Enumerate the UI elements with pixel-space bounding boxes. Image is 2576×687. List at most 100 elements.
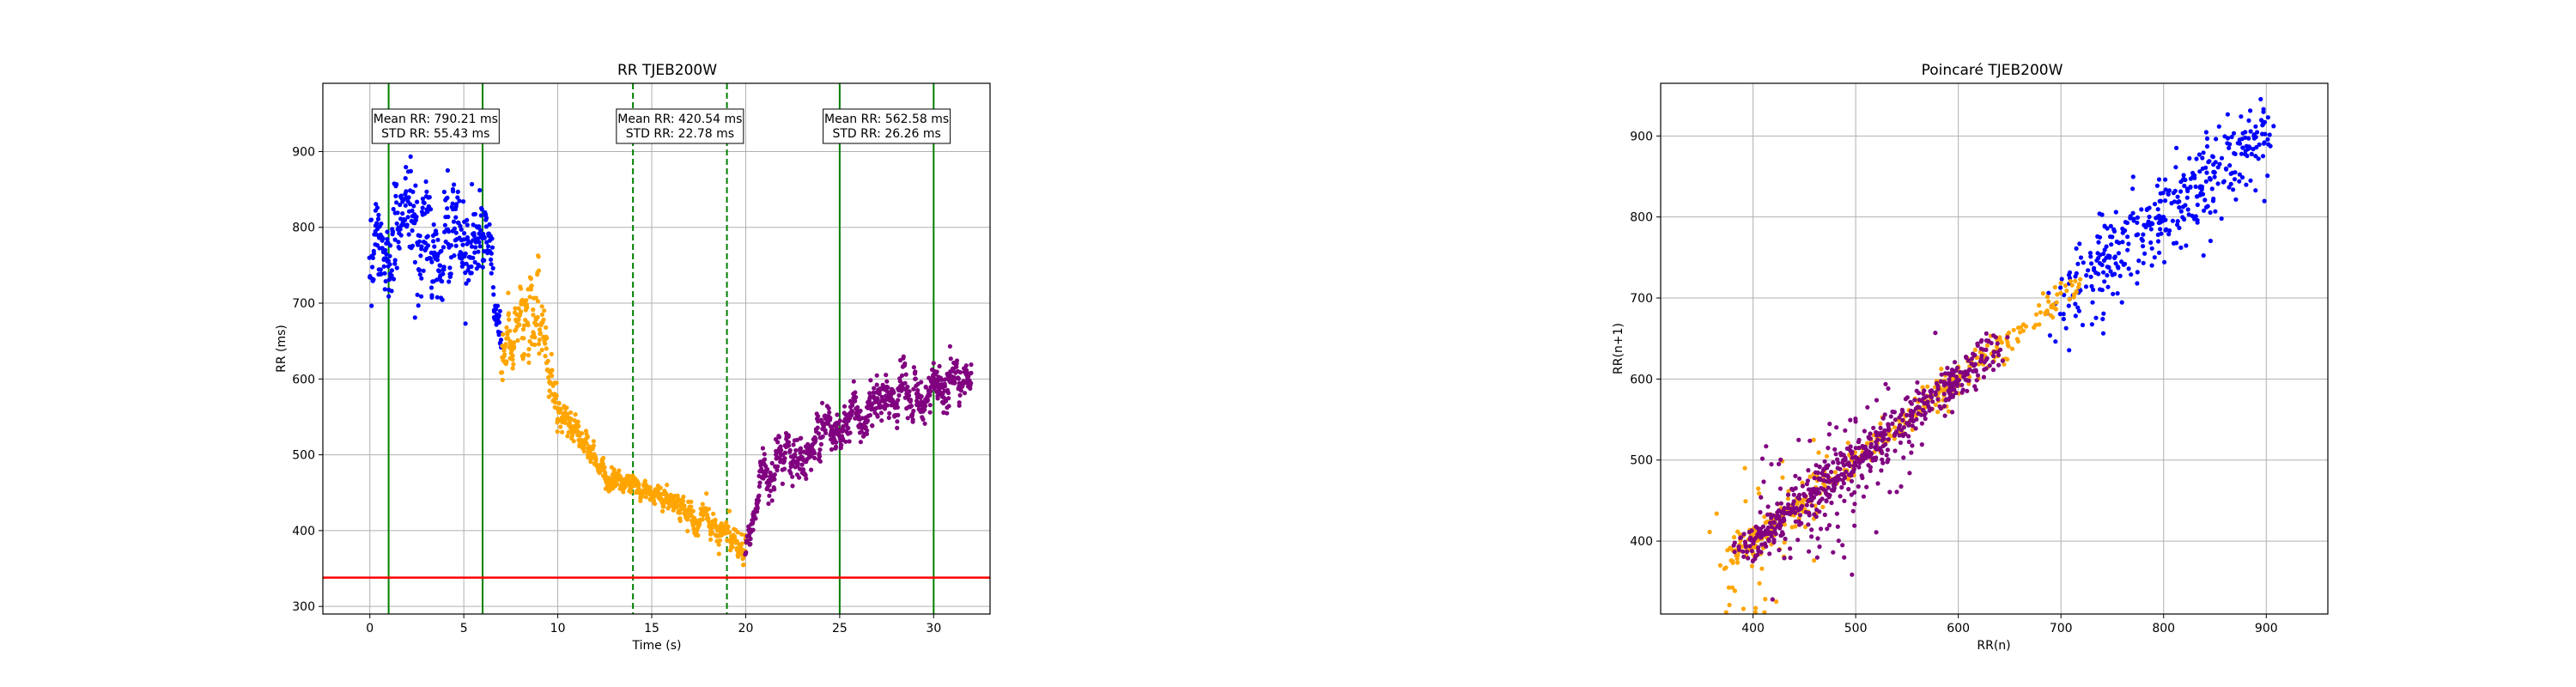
- poincare-point: [1766, 537, 1771, 543]
- rr-point: [462, 231, 467, 236]
- rr-point: [866, 418, 871, 423]
- poincare-point: [1941, 404, 1947, 409]
- poincare-point: [2073, 278, 2078, 283]
- rr-point: [756, 498, 762, 503]
- poincare-point: [1785, 511, 1790, 516]
- poincare-point: [2139, 207, 2144, 212]
- rr-point: [517, 322, 522, 327]
- rr-point: [489, 251, 495, 256]
- y-tick-label: 800: [292, 222, 315, 235]
- rr-point: [820, 434, 825, 440]
- poincare-point: [2135, 215, 2140, 220]
- rr-point: [562, 420, 568, 425]
- y-tick-label: 900: [1630, 130, 1653, 143]
- rr-point: [786, 434, 791, 440]
- y-tick-label: 600: [292, 373, 315, 386]
- rr-point: [772, 472, 777, 477]
- rr-point: [617, 468, 622, 473]
- rr-point: [855, 404, 860, 410]
- stats-text: Mean RR: 562.58 ms: [824, 112, 949, 126]
- poincare-point: [1981, 374, 1986, 380]
- poincare-point: [2119, 300, 2124, 305]
- poincare-point: [2147, 214, 2152, 220]
- poincare-point: [2117, 240, 2122, 246]
- rr-point: [465, 217, 470, 222]
- poincare-point: [1814, 508, 1820, 513]
- poincare-point: [1849, 478, 1855, 483]
- poincare-point: [1972, 362, 1978, 367]
- poincare-point: [2233, 197, 2239, 202]
- poincare-point: [1905, 412, 1910, 417]
- rr-point: [601, 455, 606, 460]
- poincare-point: [1758, 509, 1763, 515]
- rr-point: [581, 445, 586, 450]
- rr-point: [413, 183, 418, 188]
- poincare-point: [2080, 322, 2086, 328]
- rr-point: [677, 510, 683, 515]
- rr-point: [896, 398, 901, 403]
- poincare-point: [2178, 245, 2184, 250]
- poincare-point: [1941, 392, 1947, 397]
- poincare-point: [1827, 479, 1832, 484]
- rr-point: [470, 181, 475, 187]
- poincare-point: [1747, 537, 1753, 542]
- poincare-point: [2163, 177, 2168, 182]
- poincare-point: [1866, 435, 1871, 440]
- poincare-point: [1833, 452, 1838, 457]
- poincare-point: [1785, 492, 1791, 497]
- poincare-point: [2076, 282, 2081, 287]
- poincare-chart-points: [1707, 96, 2276, 615]
- poincare-point: [1850, 572, 1855, 577]
- poincare-point: [2063, 283, 2068, 289]
- poincare-point: [2108, 223, 2113, 228]
- rr-point: [943, 377, 948, 382]
- poincare-point: [1848, 417, 1853, 423]
- rr-point: [531, 313, 536, 318]
- poincare-point: [2166, 191, 2171, 197]
- poincare-point: [2188, 185, 2193, 190]
- poincare-point: [1880, 457, 1885, 462]
- rr-point: [795, 460, 800, 465]
- y-tick-label: 600: [1630, 373, 1653, 386]
- poincare-point: [2102, 279, 2107, 284]
- poincare-point: [2111, 227, 2117, 232]
- poincare-point: [1908, 399, 1913, 404]
- rr-point: [546, 394, 551, 399]
- rr-point: [945, 410, 950, 416]
- poincare-point: [1753, 605, 1759, 611]
- poincare-point: [2074, 246, 2079, 251]
- poincare-point: [1753, 535, 1759, 540]
- poincare-point: [2202, 198, 2208, 203]
- poincare-point: [2156, 177, 2162, 182]
- poincare-point: [1759, 495, 1764, 500]
- poincare-point: [1874, 398, 1880, 403]
- poincare-point: [1735, 529, 1741, 534]
- rr-point: [716, 542, 721, 547]
- poincare-point: [1727, 602, 1732, 608]
- poincare-point: [1861, 494, 1866, 499]
- rr-point: [417, 268, 422, 273]
- poincare-point: [1937, 404, 1942, 409]
- poincare-point: [1920, 385, 1925, 390]
- rr-point: [677, 518, 683, 524]
- rr-point: [638, 498, 643, 503]
- rr-point: [821, 424, 826, 429]
- poincare-point: [1825, 492, 1830, 497]
- poincare-point: [1893, 448, 1898, 453]
- poincare-point: [1864, 484, 1869, 489]
- poincare-point: [1917, 391, 1922, 396]
- rr-point: [839, 442, 844, 447]
- rr-point: [386, 294, 392, 299]
- rr-point: [724, 520, 729, 526]
- rr-point: [497, 308, 502, 313]
- poincare-point: [2130, 174, 2136, 179]
- rr-point: [505, 331, 510, 337]
- poincare-point: [1707, 529, 1712, 535]
- poincare-point: [2078, 255, 2084, 260]
- poincare-point: [1954, 377, 1959, 383]
- rr-point: [957, 392, 963, 398]
- rr-point: [439, 248, 444, 253]
- poincare-point: [2201, 252, 2206, 258]
- rr-point: [833, 444, 839, 449]
- poincare-point: [2128, 216, 2133, 221]
